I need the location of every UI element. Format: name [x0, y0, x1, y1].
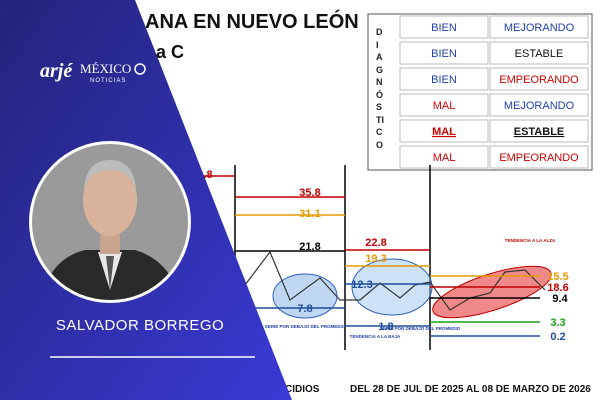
levels: 35.8 31.1 21.8 22.8 19.3 12.3 18.615.5 9.4 3.3 0.… [170, 169, 569, 343]
level-label: 12.3 [351, 279, 372, 291]
level-label: 19.3 [365, 253, 386, 265]
level-label: 31.1 [299, 208, 320, 220]
note: SERIE POR DEBAJO DEL PROMEDIO [265, 324, 346, 329]
diagnosis-cell [489, 119, 589, 143]
diagnosis-status: BIEN [431, 74, 457, 86]
logo-tagline: NOTICIAS [90, 78, 126, 84]
diagnosis-table: BIEN MEJORANDO BIEN ESTABLE BIEN EMPEORANDO MA… [399, 15, 589, 169]
diagnosis-cell [399, 145, 489, 169]
diagnosis-status: MAL [433, 152, 456, 164]
diagnosis-cell [399, 119, 489, 143]
footer: CIDIOS [285, 384, 320, 395]
diagnosis-label: DIAGNÓSTICO [376, 27, 384, 150]
diagnosis-trend: ESTABLE [514, 126, 565, 138]
diagnosis-cell [489, 145, 589, 169]
diagnosis-status: MAL [432, 126, 456, 138]
diagnosis-cell [489, 67, 589, 91]
diagnosis-status: BIEN [431, 48, 457, 60]
photo [32, 144, 188, 300]
diagnosis-cell [489, 15, 589, 39]
note: SERIE POR DEBAJO DEL PROMEDIO [380, 326, 461, 331]
level-label: 15.5 [547, 271, 568, 283]
diagnosis-trend: EMPEORANDO [499, 74, 579, 86]
diagnosis-cell [399, 67, 489, 91]
note: TENDENCIA A LA ALZA [505, 238, 556, 243]
diagnosis-box [367, 13, 593, 171]
level-label: 1.8 [378, 321, 393, 333]
note: TENDENCIA A LA BAJA [350, 334, 402, 339]
diagnosis-status: MAL [433, 100, 456, 112]
level-label: 7.8 [297, 303, 312, 315]
diagnosis-cell [489, 41, 589, 65]
diagnosis-cell [399, 15, 489, 39]
level-label: 0.2 [550, 331, 565, 343]
diagnosis-status: BIEN [431, 22, 457, 34]
diagnosis-trend: EMPEORANDO [499, 152, 579, 164]
level-label: 35.8 [299, 187, 320, 199]
series-line [244, 250, 546, 311]
logo-name: MÉXICO [80, 61, 131, 76]
level-label: 9.4 [552, 293, 568, 305]
diagnosis-trend: ESTABLE [515, 48, 564, 60]
level-label: 21.8 [299, 241, 320, 253]
logo-brand: arjé [40, 60, 73, 82]
period: DEL 28 DE JUL DE 2025 AL 08 DE MARZO DE … [350, 384, 591, 395]
diagnosis-cell [399, 41, 489, 65]
level-label: 18.6 [547, 282, 568, 294]
highlight [432, 265, 552, 319]
level-label: 22.8 [365, 237, 386, 249]
author: SALVADOR BORREGO [56, 317, 224, 334]
diagnosis-trend: MEJORANDO [504, 100, 575, 112]
level-label: 3.3 [550, 317, 565, 329]
logo-icon [134, 63, 146, 75]
title: ANA EN NUEVO LEÓN [145, 9, 359, 33]
diagnosis-trend: MEJORANDO [504, 22, 575, 34]
notes: TENDENCIA A LA ALZA SERIE POR DEBAJO DEL … [265, 238, 556, 339]
diagnosis-cell [489, 93, 589, 117]
diagnosis-cell [399, 93, 489, 117]
